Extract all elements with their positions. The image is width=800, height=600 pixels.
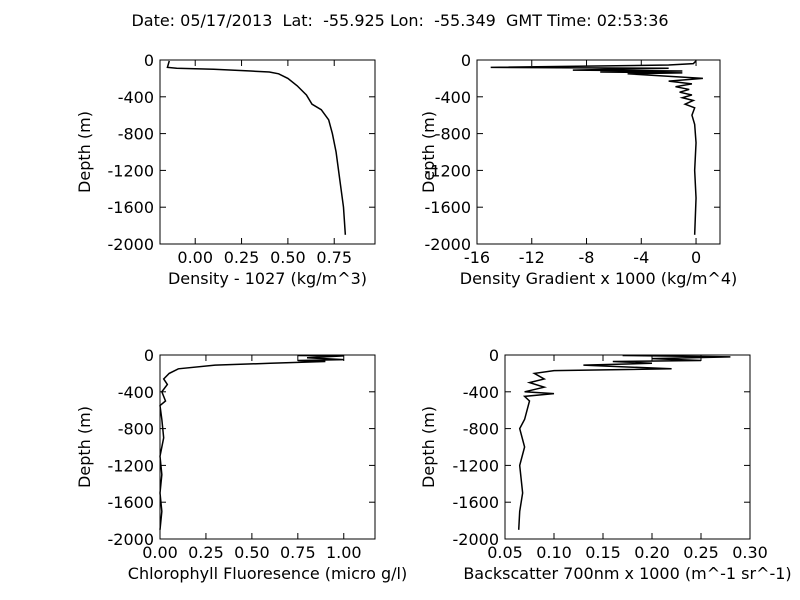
profile-line [166,60,347,235]
x-tick-label: 0.25 [188,543,224,562]
x-tick-label: -8 [579,248,595,267]
y-axis-label: Depth (m) [75,406,94,488]
y-tick-label: 0 [144,346,154,365]
x-tick-label: 0.50 [270,248,306,267]
x-axis-label: Density - 1027 (kg/m^3) [168,269,367,288]
y-tick-label: -800 [118,420,154,439]
x-tick-label: 0.00 [177,248,213,267]
x-tick-label: -12 [519,248,545,267]
x-tick-label: 0.00 [142,543,178,562]
x-tick-label: 0.10 [536,543,572,562]
y-tick-label: -400 [118,383,154,402]
x-tick-label: 0.75 [316,248,352,267]
x-tick-label: 0.15 [585,543,621,562]
y-tick-label: -400 [463,383,499,402]
x-tick-label: 0 [691,248,701,267]
y-tick-label: -1600 [425,198,472,217]
x-tick-label: 0.25 [224,248,260,267]
y-tick-label: -800 [435,125,471,144]
plot-frame [504,354,751,540]
x-tick-label: 0.75 [280,543,316,562]
y-axis-label: Depth (m) [419,111,438,193]
x-axis-label: Density Gradient x 1000 (kg/m^4) [460,269,737,288]
y-tick-label: -1600 [453,493,500,512]
x-tick-label: -4 [633,248,649,267]
y-tick-label: -2000 [108,235,155,254]
y-tick-label: 0 [144,51,154,70]
x-tick-label: 0.05 [487,543,523,562]
x-axis-label: Backscatter 700nm x 1000 (m^-1 sr^-1) [463,564,791,583]
profile-line [517,354,731,530]
plot-frame [476,59,721,245]
y-tick-label: -1200 [108,456,155,475]
x-tick-label: 0.30 [732,543,768,562]
y-tick-label: -2000 [425,235,472,254]
y-tick-label: -400 [118,88,154,107]
y-axis-label: Depth (m) [419,406,438,488]
x-axis-label: Chlorophyll Fluoresence (micro g/l) [128,564,407,583]
y-tick-label: -1200 [453,456,500,475]
x-tick-label: 0.50 [234,543,270,562]
y-tick-label: -1600 [108,493,155,512]
plot-frame [159,354,376,540]
y-tick-label: -800 [463,420,499,439]
y-tick-label: -1200 [108,161,155,180]
x-tick-label: -16 [464,248,490,267]
profile-line [490,60,703,235]
y-tick-label: -400 [435,88,471,107]
x-tick-label: 0.25 [683,543,719,562]
figure-title: Date: 05/17/2013 Lat: -55.925 Lon: -55.3… [131,11,668,30]
y-tick-label: -2000 [108,530,155,549]
x-tick-label: 1.00 [326,543,362,562]
y-tick-label: -800 [118,125,154,144]
x-tick-label: 0.20 [634,543,670,562]
y-tick-label: 0 [461,51,471,70]
plot-frame [159,59,376,245]
y-axis-label: Depth (m) [75,111,94,193]
y-tick-label: -1200 [425,161,472,180]
y-tick-label: 0 [489,346,499,365]
y-tick-label: -2000 [453,530,500,549]
y-tick-label: -1600 [108,198,155,217]
